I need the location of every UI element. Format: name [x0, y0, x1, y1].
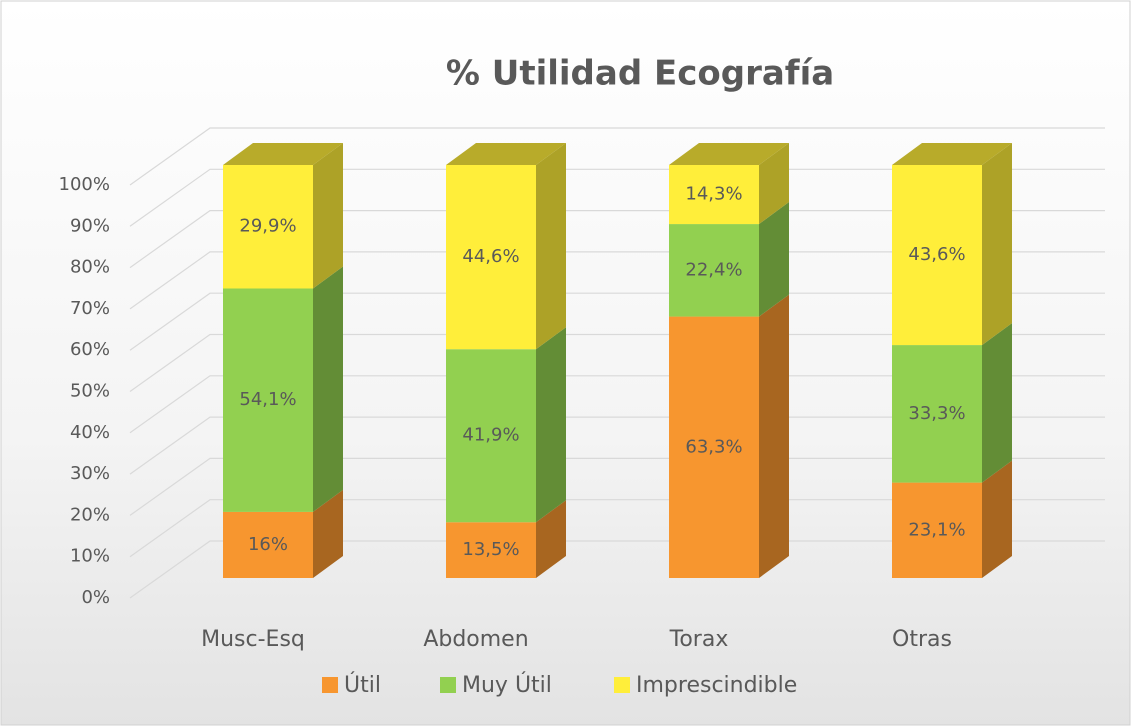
x-tick-label: Otras — [892, 627, 952, 652]
legend-swatch — [322, 677, 338, 693]
bar — [892, 345, 982, 483]
grid-line — [129, 375, 1105, 434]
data-label: 29,9% — [239, 216, 296, 237]
y-tick-label: 50% — [70, 381, 110, 402]
grid-line — [129, 333, 1105, 392]
y-tick-label: 60% — [70, 339, 110, 360]
x-tick-label: Musc-Esq — [201, 627, 305, 652]
data-label: 41,9% — [462, 425, 519, 446]
bar-side — [759, 202, 789, 317]
bar-side — [313, 489, 343, 578]
bar-segment: 16% — [223, 489, 343, 578]
bar-side — [313, 143, 343, 289]
grid-line — [129, 251, 1105, 310]
legend-label: Imprescindible — [636, 673, 797, 698]
bar — [669, 316, 759, 578]
grid-line — [129, 168, 1105, 227]
data-label: 54,1% — [239, 389, 296, 410]
data-label: 14,3% — [685, 184, 742, 205]
y-tick-label: 70% — [70, 298, 110, 319]
bar-side — [759, 143, 789, 225]
bar — [669, 224, 759, 317]
grid-line — [129, 416, 1105, 475]
y-tick-label: 20% — [70, 504, 110, 525]
bar — [892, 165, 982, 346]
data-label: 23,1% — [908, 519, 965, 540]
x-tick-label: Torax — [669, 627, 729, 652]
bar-segment: 13,5% — [446, 500, 566, 578]
bar-side — [982, 143, 1012, 346]
bar-top — [892, 143, 1012, 165]
legend-swatch — [440, 677, 456, 693]
bar-side — [982, 323, 1012, 483]
bar-segment: 63,3% — [669, 294, 789, 578]
bar — [446, 522, 536, 578]
data-label: 22,4% — [685, 259, 742, 280]
data-label: 63,3% — [685, 436, 742, 457]
chart-title: % Utilidad Ecografía — [446, 54, 834, 94]
grid-line — [129, 540, 1105, 599]
y-tick-label: 100% — [59, 174, 110, 195]
legend-swatch — [614, 677, 630, 693]
bar-side — [536, 327, 566, 523]
bar — [669, 165, 759, 225]
y-tick-label: 0% — [81, 587, 110, 608]
legend-label: Útil — [344, 672, 381, 698]
bar-top — [446, 143, 566, 165]
grid-line — [129, 499, 1105, 558]
bar-side — [536, 500, 566, 578]
bar-segment: 14,3% — [669, 143, 789, 225]
data-label: 13,5% — [462, 539, 519, 560]
data-label: 44,6% — [462, 246, 519, 267]
grid-line — [129, 210, 1105, 269]
bar-side — [759, 294, 789, 578]
y-tick-label: 90% — [70, 215, 110, 236]
bar-segment: 23,1% — [892, 460, 1012, 578]
bar — [892, 482, 982, 578]
legend-label: Muy Útil — [462, 672, 552, 698]
y-tick-label: 30% — [70, 463, 110, 484]
bar — [446, 165, 536, 350]
bar-segment: 33,3% — [892, 323, 1012, 483]
bar-segment: 22,4% — [669, 202, 789, 317]
y-tick-label: 10% — [70, 546, 110, 567]
y-tick-label: 80% — [70, 257, 110, 278]
bar-side — [313, 266, 343, 512]
bar — [223, 511, 313, 578]
bar-side — [982, 460, 1012, 578]
y-tick-label: 40% — [70, 422, 110, 443]
bar-segment: 29,9% — [223, 143, 343, 289]
grid-line — [129, 292, 1105, 351]
bar — [223, 165, 313, 289]
data-label: 33,3% — [908, 403, 965, 424]
bar-segment: 54,1% — [223, 266, 343, 512]
bar-segment: 41,9% — [446, 327, 566, 523]
x-tick-label: Abdomen — [423, 627, 528, 652]
bar-side — [536, 143, 566, 350]
grid-line — [129, 127, 1105, 186]
data-label: 43,6% — [908, 244, 965, 265]
bar-top — [223, 143, 343, 165]
bar — [223, 288, 313, 512]
bar-top — [669, 143, 789, 165]
data-label: 16% — [248, 534, 288, 555]
grid-line — [129, 457, 1105, 516]
bar — [446, 349, 536, 523]
bar-segment: 43,6% — [892, 143, 1012, 346]
bar-segment: 44,6% — [446, 143, 566, 350]
